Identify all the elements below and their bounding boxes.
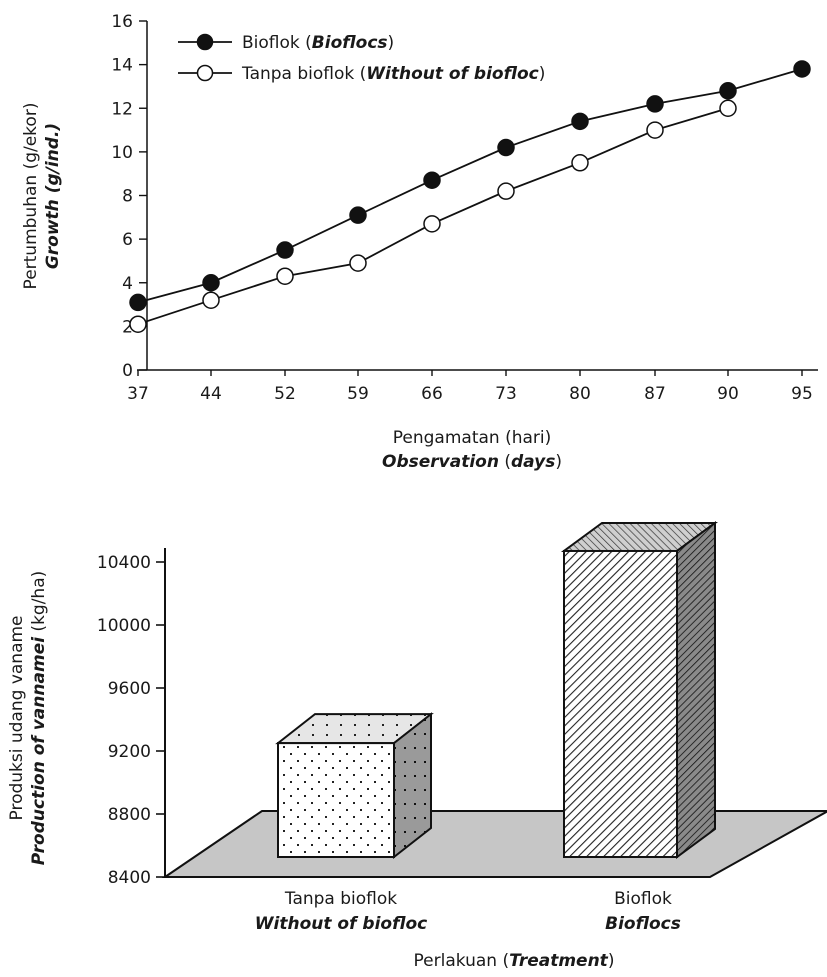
x-ticks: 37 44 52 59 66 73 80 87 90 95 <box>127 370 813 404</box>
y-tick-label: 2 <box>122 317 133 337</box>
y-axis-label: Pertumbuhan (g/ekor) <box>21 103 41 290</box>
y-tick-label: 16 <box>111 12 133 32</box>
bar-front-tanpa-bioflok <box>277 742 395 858</box>
bar-front-bioflok <box>563 549 678 858</box>
data-point-bioflok <box>646 95 664 113</box>
data-point-bioflok <box>202 274 220 292</box>
x-tick-label: 44 <box>200 384 222 404</box>
bar-y-tick-label: 9600 <box>108 679 151 699</box>
bar-y-tick-label: 10000 <box>97 616 151 636</box>
data-point-tanpa-bioflok <box>349 254 367 272</box>
x-tick-label: 87 <box>644 384 666 404</box>
data-point-tanpa-bioflok <box>202 291 220 309</box>
category-label-en: Bioflocs <box>605 914 681 934</box>
y-axis-label-group: Pertumbuhan (g/ekor) Growth (g/ind.) <box>21 103 63 290</box>
x-tick-label: 37 <box>127 384 149 404</box>
x-tick-label: 52 <box>274 384 296 404</box>
category-label-en: Without of biofloc <box>255 914 427 934</box>
y-tick-label: 4 <box>122 274 133 294</box>
y-tick-label: 10 <box>111 143 133 163</box>
bar-side-bioflok <box>676 520 716 859</box>
legend-close-tanpa: ) <box>539 64 546 84</box>
x-tick-label: 59 <box>347 384 369 404</box>
data-point-bioflok <box>349 206 367 224</box>
y-ticks: 0 2 4 6 8 10 12 14 16 <box>111 12 147 381</box>
bar-y-tick-label: 8400 <box>108 868 151 888</box>
bar-y-axis-label-group: Produksi udang vaname Production of vann… <box>7 571 49 866</box>
y-tick-label: 6 <box>122 230 133 250</box>
bar-y-axis-label: Produksi udang vaname <box>7 615 27 820</box>
legend-label-bioflok: Bioflok (Bioflocs) <box>242 33 394 53</box>
data-point-bioflok <box>497 138 515 157</box>
series-group <box>129 60 811 333</box>
bar-floor <box>161 810 827 878</box>
x-tick-label: 90 <box>717 384 739 404</box>
bar-y-tick-label: 10400 <box>97 553 151 573</box>
data-point-tanpa-bioflok <box>129 315 147 333</box>
x-axis-label: Pengamatan (hari) <box>393 428 552 448</box>
bar-y-tick-label: 9200 <box>108 742 151 762</box>
data-point-tanpa-bioflok <box>423 215 441 233</box>
x-tick-label: 66 <box>421 384 443 404</box>
data-point-tanpa-bioflok <box>276 267 294 285</box>
data-point-bioflok <box>719 82 737 100</box>
data-point-tanpa-bioflok <box>646 121 664 139</box>
legend-name-bioflok: Bioflok <box>242 33 300 53</box>
category-label: Bioflok <box>614 889 672 909</box>
data-point-bioflok <box>793 60 811 78</box>
bar-category-labels: Tanpa bioflok Without of biofloc Bioflok Bi… <box>255 889 681 934</box>
series-line-bioflok <box>137 68 803 304</box>
category-label: Tanpa bioflok <box>284 889 397 909</box>
bar-floor-group <box>161 810 827 878</box>
x-axis-label-en: Observation (days) <box>382 452 562 472</box>
data-point-bioflok <box>423 171 441 189</box>
legend-name-en-bioflok: Bioflocs <box>312 33 388 53</box>
y-tick-label: 12 <box>111 99 133 119</box>
data-point-tanpa-bioflok <box>571 154 589 172</box>
line-chart: Pertumbuhan (g/ekor) Growth (g/ind.) 0 2 4… <box>21 12 818 472</box>
bar-x-axis-label: Perlakuan (Treatment) <box>414 951 615 971</box>
data-point-bioflok <box>129 293 147 312</box>
x-tick-label: 73 <box>495 384 517 404</box>
y-axis-label-en: Growth (g/ind.) <box>43 123 63 269</box>
data-point-bioflok <box>571 112 589 131</box>
data-point-tanpa-bioflok <box>497 182 515 200</box>
bar-y-axis-label-en: Production of vannamei (kg/ha) <box>29 571 49 866</box>
x-tick-label: 80 <box>569 384 591 404</box>
legend-open-tanpa: ( <box>354 64 366 84</box>
legend-label-tanpa: Tanpa bioflok (Without of biofloc) <box>241 64 545 84</box>
legend-name-tanpa: Tanpa bioflok <box>241 64 354 84</box>
y-tick-label: 0 <box>122 361 133 381</box>
legend-marker-tanpa <box>196 64 214 82</box>
legend-close-bioflok: ) <box>388 33 395 53</box>
x-tick-label: 95 <box>791 384 813 404</box>
legend-open-bioflok: ( <box>300 33 312 53</box>
bars-group <box>275 520 719 860</box>
bar-y-ticks: 8400 8800 9200 9600 10000 10400 <box>97 553 165 888</box>
legend-marker-bioflok <box>196 33 214 51</box>
y-tick-label: 8 <box>122 187 133 207</box>
legend: Bioflok (Bioflocs) Tanpa bioflok (Withou… <box>178 33 545 84</box>
bar-y-tick-label: 8800 <box>108 805 151 825</box>
data-point-bioflok <box>276 241 294 259</box>
legend-name-en-tanpa: Without of biofloc <box>366 64 538 84</box>
data-point-tanpa-bioflok <box>719 99 737 117</box>
y-tick-label: 14 <box>111 56 133 76</box>
bar-chart: Produksi udang vaname Production of vann… <box>7 520 827 971</box>
